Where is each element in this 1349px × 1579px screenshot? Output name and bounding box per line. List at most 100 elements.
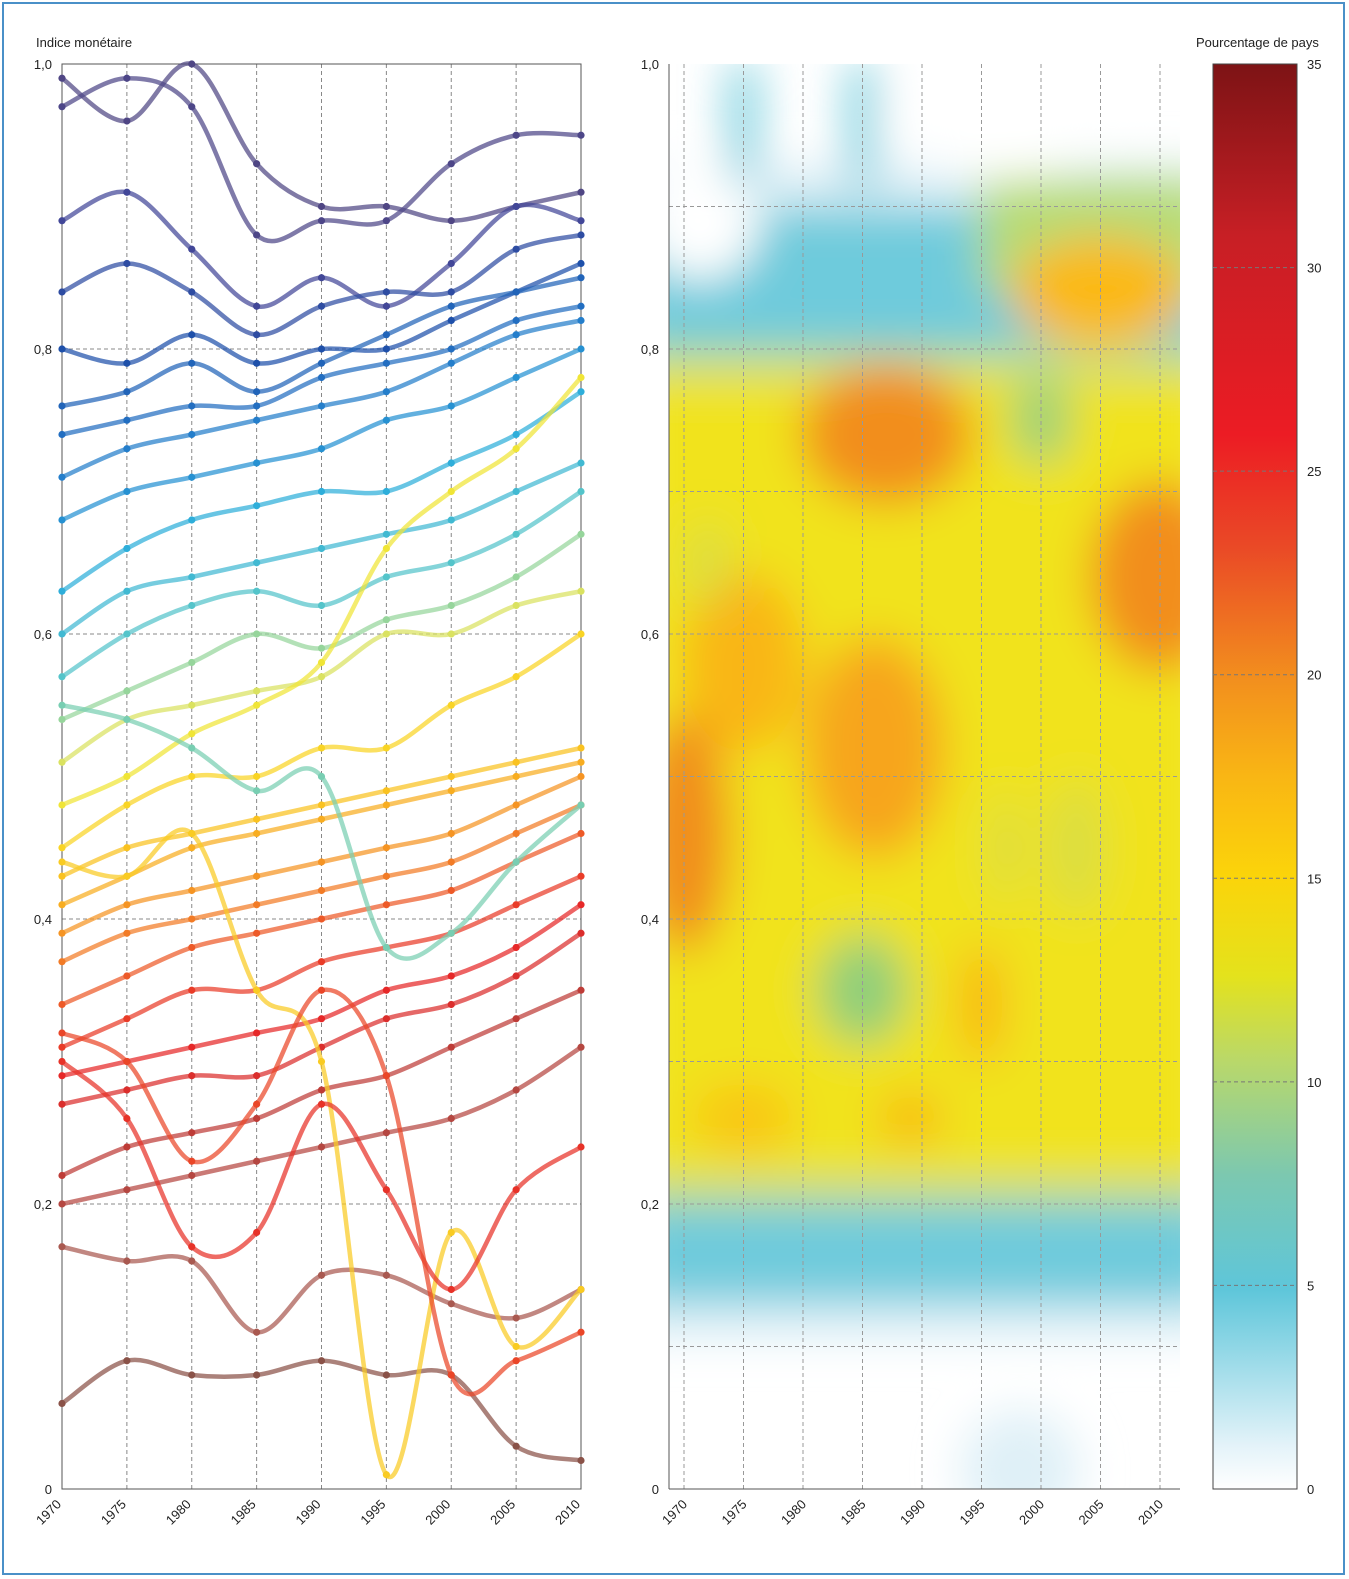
data-point	[317, 302, 326, 310]
colorbar-tick-label: 15	[1307, 871, 1321, 886]
heat-blob-cool	[1011, 375, 1071, 466]
data-point	[123, 74, 131, 82]
data-point	[58, 958, 66, 966]
data-point	[512, 373, 520, 382]
heat-blob	[960, 1410, 1080, 1489]
data-point	[253, 1100, 261, 1108]
data-point	[253, 1029, 261, 1037]
y-tick-label: 1,0	[641, 57, 659, 72]
data-point	[382, 416, 390, 424]
heat-blob	[890, 64, 1110, 180]
series-6	[58, 274, 585, 410]
data-point	[317, 217, 326, 225]
data-point	[317, 402, 326, 410]
data-point	[253, 388, 261, 396]
data-point	[317, 1143, 326, 1151]
data-point	[447, 858, 455, 866]
data-point	[58, 673, 66, 681]
data-point	[577, 459, 585, 467]
x-tick-label: 2010	[552, 1497, 583, 1528]
data-point	[512, 758, 520, 766]
data-point	[512, 858, 520, 866]
data-point	[253, 359, 261, 367]
heat-blob-cool	[1051, 777, 1102, 918]
data-point	[123, 359, 131, 367]
heat-blob-warm	[880, 1093, 941, 1144]
data-point	[447, 345, 455, 353]
data-point	[317, 915, 326, 923]
data-point	[253, 1328, 261, 1336]
x-tick-label: 1975	[98, 1497, 129, 1528]
data-point	[188, 60, 196, 68]
data-point	[58, 1029, 66, 1037]
y-tick-label: 0,2	[34, 1197, 52, 1212]
series-3	[58, 188, 585, 310]
data-point	[317, 1057, 326, 1066]
data-point	[58, 473, 66, 481]
data-point	[317, 359, 326, 367]
data-point	[382, 202, 390, 211]
data-point	[253, 829, 261, 838]
data-point	[382, 302, 390, 310]
series-16	[58, 630, 585, 852]
data-point	[382, 801, 390, 809]
data-point	[512, 530, 520, 538]
data-point	[253, 929, 261, 937]
y-tick-label: 0,8	[34, 342, 52, 357]
data-point	[317, 487, 326, 496]
data-point	[512, 288, 520, 296]
data-point	[447, 1300, 455, 1308]
data-point	[577, 259, 585, 268]
data-point	[253, 302, 261, 310]
data-point	[58, 516, 66, 524]
data-point	[253, 331, 261, 339]
data-point	[382, 359, 390, 367]
y-tick-label: 0,8	[641, 342, 659, 357]
data-point	[512, 1442, 520, 1450]
data-point	[382, 217, 390, 225]
data-point	[382, 901, 390, 909]
data-point	[188, 473, 196, 481]
x-tick-label: 1980	[163, 1497, 194, 1528]
data-point	[123, 1114, 131, 1123]
data-point	[382, 1072, 390, 1080]
data-point	[577, 1285, 585, 1294]
series-28	[58, 1357, 585, 1465]
data-point	[188, 829, 196, 838]
data-point	[58, 901, 66, 909]
series-31	[58, 1057, 585, 1294]
data-point	[317, 744, 326, 752]
data-point	[577, 373, 585, 382]
data-point	[382, 1129, 390, 1137]
data-point	[123, 544, 131, 553]
data-point	[188, 359, 196, 367]
data-point	[253, 459, 261, 467]
data-point	[123, 715, 131, 724]
data-point	[447, 288, 455, 296]
series-9	[58, 345, 585, 524]
data-point	[382, 630, 390, 638]
colorbar-tick-label: 5	[1307, 1278, 1314, 1293]
data-point	[123, 259, 131, 268]
data-point	[447, 217, 455, 225]
data-point	[577, 188, 585, 196]
line-chart-y-tick-labels: 0 0,2 0,4 0,6 0,8 1,0	[34, 57, 52, 1497]
colorbar-scale	[1212, 63, 1298, 1490]
data-point	[577, 1328, 585, 1336]
x-tick-label: 2005	[487, 1497, 518, 1528]
data-point	[253, 402, 261, 410]
data-point	[123, 772, 131, 781]
data-point	[58, 587, 66, 595]
data-point	[512, 772, 520, 781]
data-point	[253, 559, 261, 567]
data-point	[253, 1228, 261, 1237]
data-point	[382, 544, 390, 553]
data-point	[188, 701, 196, 709]
data-point	[58, 345, 66, 353]
data-point	[317, 1357, 326, 1365]
heat-blob-warm	[1090, 482, 1180, 672]
data-point	[512, 131, 520, 139]
data-point	[447, 1228, 455, 1237]
data-point	[577, 744, 585, 752]
data-point	[317, 544, 326, 553]
